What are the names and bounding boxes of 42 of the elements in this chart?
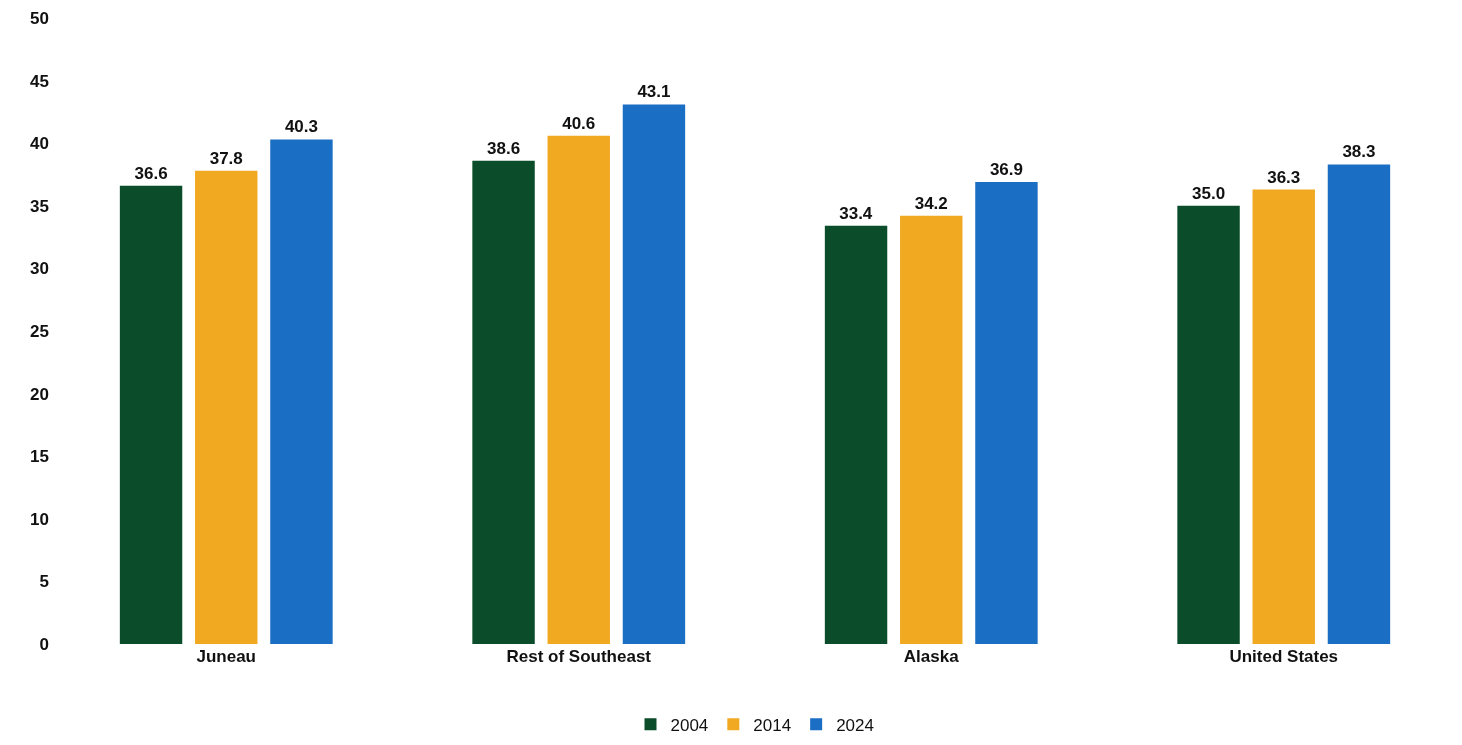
y-tick-label: 45 xyxy=(30,71,49,91)
bar xyxy=(900,215,963,644)
bar xyxy=(975,182,1038,644)
y-tick-label: 0 xyxy=(39,634,49,654)
y-tick-label: 5 xyxy=(39,572,49,592)
bar xyxy=(270,139,333,644)
legend-label: 2014 xyxy=(753,715,792,735)
x-tick-label: Alaska xyxy=(903,647,960,666)
bar xyxy=(1252,189,1315,644)
data-label: 40.6 xyxy=(562,113,596,133)
legend-label: 2024 xyxy=(836,715,874,735)
x-tick-label: United States xyxy=(1229,647,1339,666)
bar xyxy=(622,104,686,644)
y-tick-label: 20 xyxy=(30,384,49,404)
bar xyxy=(195,170,258,644)
data-label: 34.2 xyxy=(914,193,948,213)
y-tick-label: 30 xyxy=(30,259,49,279)
data-label: 36.3 xyxy=(1267,167,1301,187)
data-label: 36.6 xyxy=(134,163,168,183)
y-tick-label: 50 xyxy=(30,8,49,28)
bar xyxy=(472,160,535,644)
data-label: 38.6 xyxy=(487,138,521,158)
y-tick-label: 25 xyxy=(30,321,49,341)
y-tick-label: 35 xyxy=(30,196,49,216)
data-label: 37.8 xyxy=(209,148,243,168)
data-label: 35.0 xyxy=(1192,183,1226,203)
data-label: 43.1 xyxy=(637,82,671,102)
bar xyxy=(119,185,183,644)
bar xyxy=(1177,205,1240,644)
data-label: 38.3 xyxy=(1342,142,1376,162)
x-tick-label: Rest of Southeast xyxy=(506,647,652,666)
bar xyxy=(1327,164,1391,644)
legend-label: 2004 xyxy=(670,715,709,735)
data-label: 40.3 xyxy=(284,117,318,137)
bar xyxy=(547,135,610,644)
y-tick-label: 40 xyxy=(30,134,49,154)
data-label: 36.9 xyxy=(989,160,1023,180)
bar xyxy=(824,225,888,644)
x-tick-label: Juneau xyxy=(196,647,257,666)
y-tick-label: 15 xyxy=(30,447,49,467)
data-label: 33.4 xyxy=(839,203,873,223)
y-tick-label: 10 xyxy=(30,509,49,529)
